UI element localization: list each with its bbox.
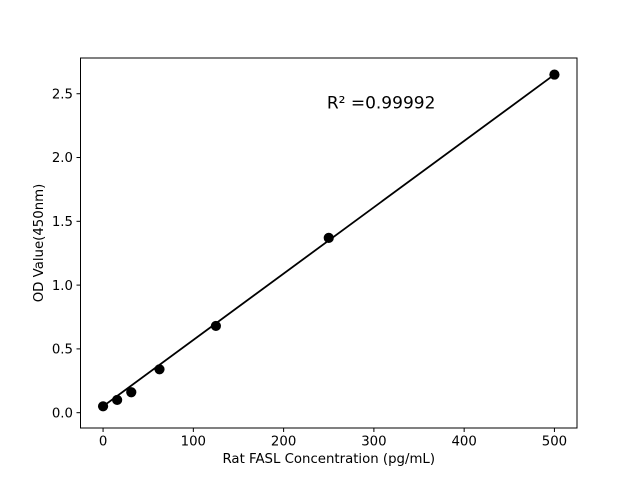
y-axis-label: OD Value(450nm) [32,184,47,303]
axes-frame [80,57,578,429]
data-point [154,364,165,375]
x-tick-label: 400 [451,435,476,450]
x-tick-label: 500 [542,435,567,450]
data-point [126,387,137,398]
data-point [549,69,560,80]
y-tick-label: 0.5 [52,343,73,358]
y-tick-label: 1.0 [52,279,73,294]
y-tick-label: 1.5 [52,215,73,230]
x-tick-label: 300 [361,435,386,450]
data-point [323,232,334,243]
x-tick-label: 100 [181,435,206,450]
x-axis-label: Rat FASL Concentration (pg/mL) [222,452,435,467]
data-point [97,401,109,412]
y-tick-label: 2.5 [52,87,73,102]
x-tick-label: 0 [99,435,107,450]
y-tick-label: 2.0 [52,151,73,166]
data-point [210,320,222,332]
y-tick-label: 0.0 [52,406,73,421]
x-tick-label: 200 [271,435,296,450]
data-point [112,394,123,406]
chart-generated-layer: 0 100 200 300 400 500 0.0 0.5 1.0 1.5 2.0 2.5 [52,57,578,450]
r-squared-annotation: R² =0.99992 [327,94,436,114]
